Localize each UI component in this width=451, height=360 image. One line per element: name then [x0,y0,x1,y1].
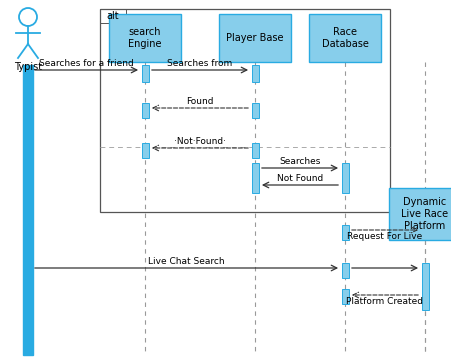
Bar [252,143,258,158]
Text: alt: alt [107,11,120,21]
Bar [142,65,148,82]
Bar [100,9,390,212]
Text: Request For Live: Request For Live [347,232,423,241]
Text: Live Chat Search: Live Chat Search [148,257,225,266]
Text: Platform Created: Platform Created [346,297,423,306]
Text: Race
Database: Race Database [322,27,368,49]
Bar [341,225,349,240]
Bar [252,163,258,193]
Text: Not Found: Not Found [277,174,323,183]
Text: Searches from: Searches from [167,59,233,68]
Text: ·Not·Found·: ·Not·Found· [174,137,226,146]
Bar [422,263,428,310]
Bar [341,263,349,278]
Text: Dynamic
Live Race
Platform: Dynamic Live Race Platform [401,197,449,231]
Bar [309,14,381,62]
Bar [341,289,349,304]
Bar [109,14,181,62]
Bar [252,103,258,118]
Text: search
Engine: search Engine [128,27,162,49]
Bar [252,65,258,82]
Bar [142,143,148,158]
Bar [23,65,33,355]
Bar [389,188,451,240]
Text: Searches: Searches [279,157,321,166]
Bar [341,163,349,193]
Text: Typist: Typist [14,62,42,72]
Bar [100,9,126,23]
Text: Found: Found [186,97,214,106]
Text: Searches for a friend: Searches for a friend [39,59,134,68]
Bar [219,14,291,62]
Text: Player Base: Player Base [226,33,284,43]
Bar [142,103,148,118]
